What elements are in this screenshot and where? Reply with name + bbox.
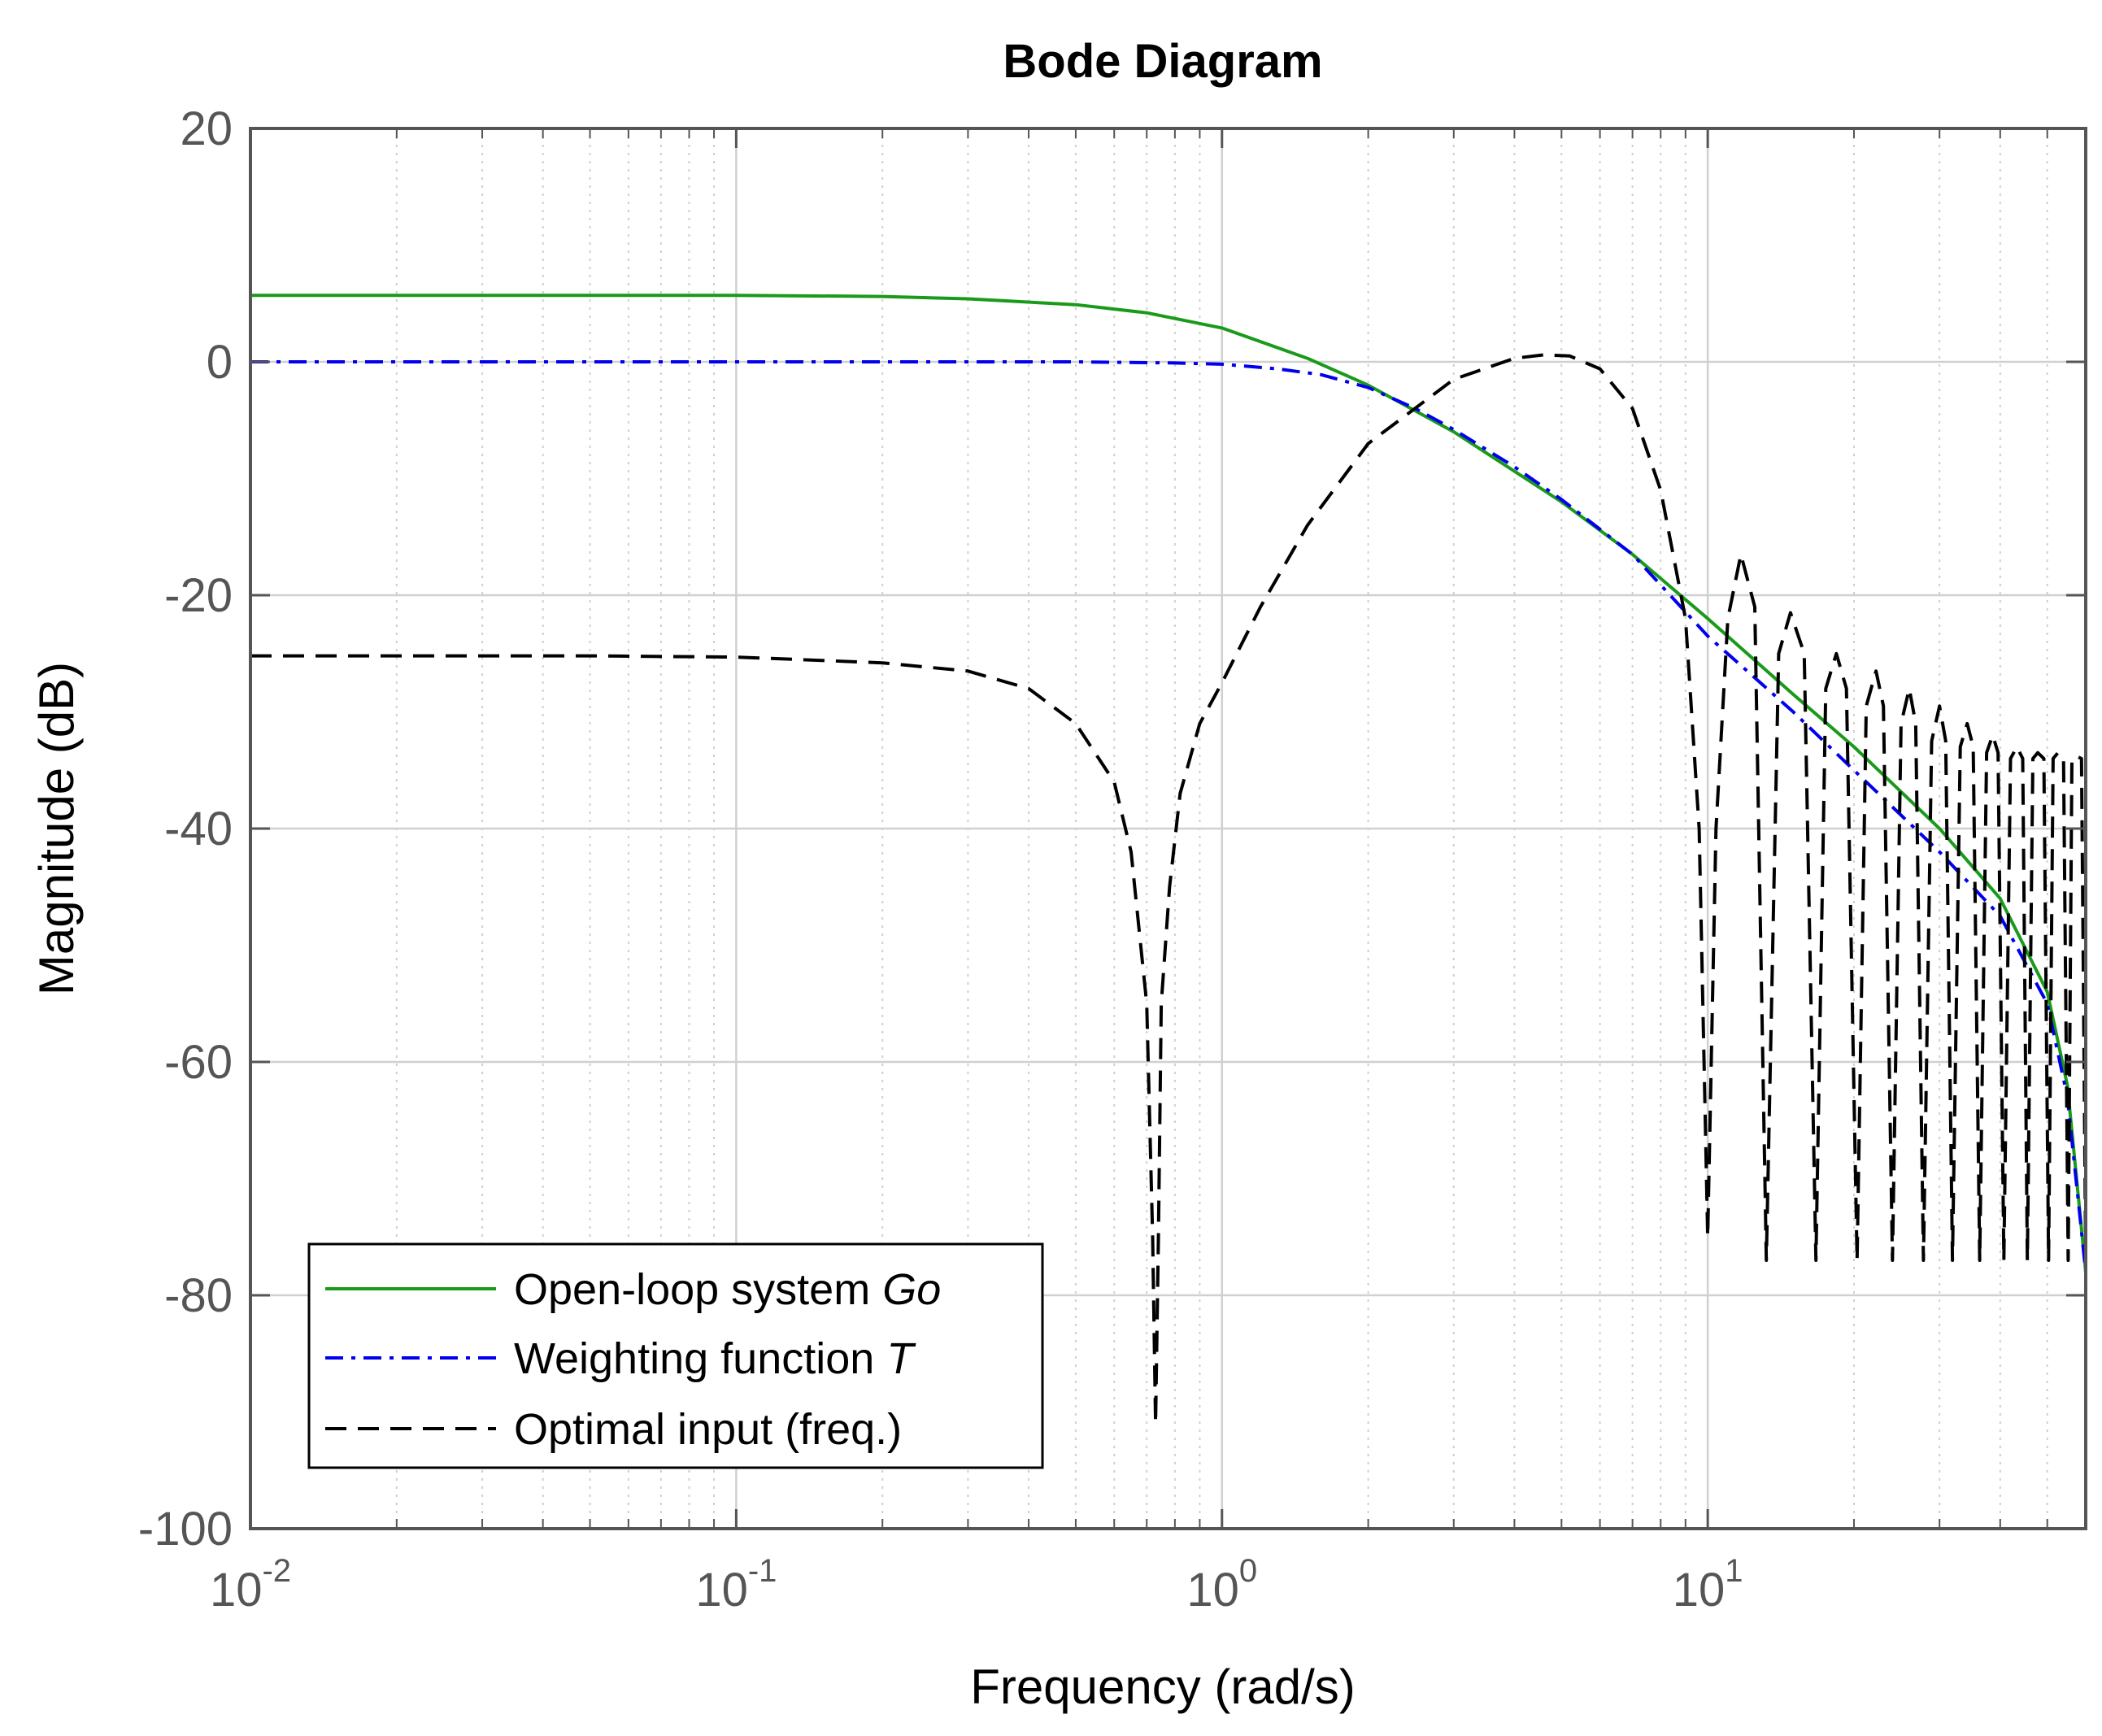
- y-tick-label: -100: [138, 1503, 233, 1555]
- x-tick-label: 10-2: [210, 1553, 291, 1616]
- x-tick-label-base: 10: [1186, 1564, 1239, 1616]
- x-tick-label-exponent: 0: [1239, 1553, 1257, 1589]
- chart-title: Bode Diagram: [1003, 35, 1322, 88]
- y-axis-label: Magnitude (dB): [29, 662, 84, 995]
- y-tick-label: -20: [164, 569, 233, 622]
- legend-label-optimal-input: Optimal input (freq.): [514, 1405, 902, 1454]
- series-group: [250, 294, 2087, 1425]
- series-line-weighting: [250, 360, 2087, 1273]
- x-tick-label-exponent: -1: [748, 1553, 777, 1589]
- x-tick-label-base: 10: [1673, 1564, 1726, 1616]
- legend-label-open-loop: Open-loop system Go: [514, 1265, 941, 1314]
- x-tick-label-base: 10: [210, 1564, 263, 1616]
- y-tick-label: 20: [180, 102, 233, 155]
- legend-label-weighting-name: Weighting function: [514, 1334, 874, 1383]
- legend-box: [307, 1242, 1044, 1469]
- x-tick-label: 10-1: [695, 1553, 777, 1616]
- y-tick-label: -80: [164, 1269, 233, 1322]
- y-tick-label: -60: [164, 1036, 233, 1089]
- legend-label-weighting-italic: T: [886, 1334, 916, 1383]
- legend-label-open-loop-italic: Go: [882, 1265, 941, 1314]
- x-tick-label: 101: [1673, 1553, 1743, 1616]
- y-tick-label: 0: [207, 336, 233, 389]
- x-tick-label-base: 10: [695, 1564, 748, 1616]
- legend-label-open-loop-name: Open-loop system: [514, 1265, 870, 1314]
- legend-label-weighting: Weighting function T: [514, 1334, 916, 1383]
- legend: Open-loop system Go Weighting function T…: [307, 1242, 1044, 1469]
- x-tick-label-exponent: -2: [262, 1553, 291, 1589]
- x-tick-label: 100: [1186, 1553, 1257, 1616]
- x-axis-label: Frequency (rad/s): [970, 1660, 1356, 1714]
- series-line-optimal-input: [250, 353, 2087, 1425]
- tick-marks: [249, 127, 2087, 1530]
- y-tick-label: -40: [164, 803, 233, 855]
- series-line-open-loop: [250, 294, 2087, 1273]
- x-tick-label-exponent: 1: [1725, 1553, 1743, 1589]
